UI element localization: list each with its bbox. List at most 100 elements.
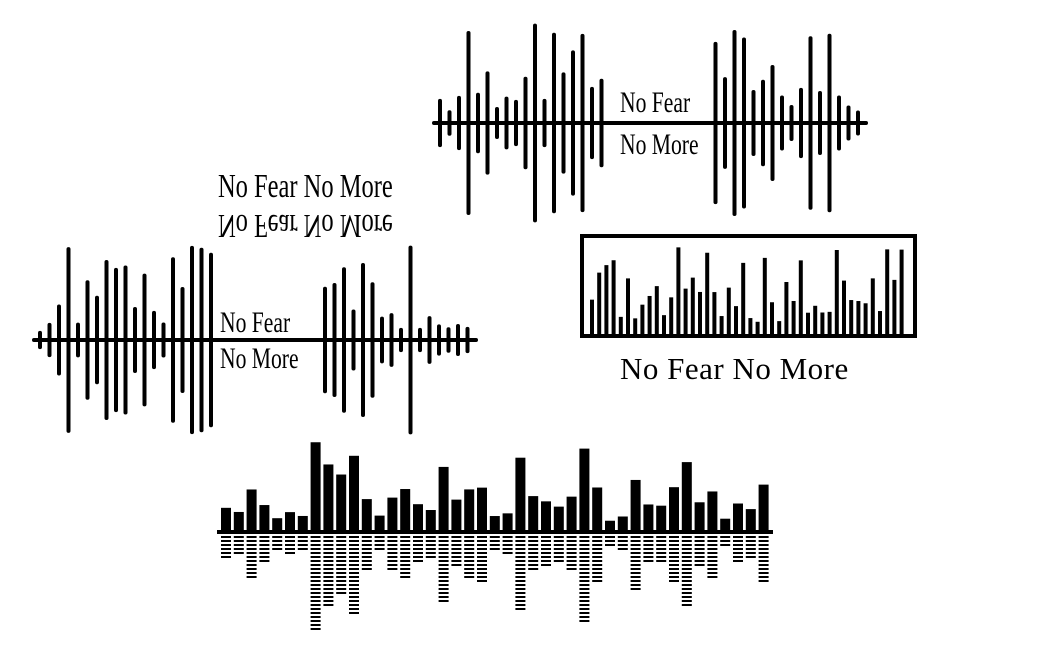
- equalizer-bar: [259, 505, 270, 530]
- equalizer-reflection-stripe: [477, 556, 487, 558]
- equalizer-reflection-stripe: [515, 580, 526, 582]
- equalizer-reflection-stripe: [694, 548, 705, 550]
- equalizer-reflection-stripe: [758, 576, 769, 578]
- equalizer-bar: [630, 479, 641, 530]
- equalizer-reflection-stripe: [387, 556, 398, 558]
- equalizer-reflection-stripe: [349, 552, 359, 554]
- equalizer-reflection-stripe: [221, 536, 231, 538]
- equalizer-reflection-stripe: [413, 536, 423, 538]
- equalizer-reflection-stripe: [579, 620, 590, 622]
- equalizer-reflection-stripe: [310, 580, 321, 582]
- equalizer-reflection-stripe: [669, 560, 679, 562]
- equalizer-reflection-stripe: [310, 576, 321, 578]
- equalizer-reflection-stripe: [349, 544, 359, 546]
- equalizer-reflection-stripe: [617, 544, 628, 546]
- framed-equalizer: [590, 247, 904, 334]
- equalizer-reflection-stripe: [579, 592, 590, 594]
- equalizer-reflection-stripe: [694, 556, 705, 558]
- equalizer-reflection-stripe: [323, 576, 334, 578]
- equalizer-reflection-stripe: [515, 568, 526, 570]
- equalizer-reflection-stripe: [681, 572, 692, 574]
- equalizer-reflection-stripe: [285, 544, 295, 546]
- equalizer-reflection-stripe: [336, 592, 347, 594]
- equalizer-reflection-stripe: [592, 568, 603, 570]
- equalizer-reflection-stripe: [477, 536, 487, 538]
- equalizer-reflection-stripe: [707, 576, 718, 578]
- equalizer-reflection-stripe: [451, 560, 462, 562]
- equalizer-reflection-stripe: [694, 544, 705, 546]
- equalizer-reflection-stripe: [438, 596, 449, 598]
- equalizer-reflection-stripe: [438, 580, 449, 582]
- equalizer-reflection-stripe: [387, 564, 398, 566]
- equalizer-reflection-stripe: [541, 556, 551, 558]
- equalizer-reflection-stripe: [477, 576, 487, 578]
- equalizer-reflection-stripe: [707, 572, 718, 574]
- equalizer-reflection-stripe: [438, 544, 449, 546]
- equalizer-reflection-stripe: [464, 552, 475, 554]
- equalizer-reflection-stripe: [579, 616, 590, 618]
- equalizer-reflection-stripe: [246, 536, 257, 538]
- equalizer-reflection-stripe: [541, 536, 551, 538]
- equalizer-bar: [745, 509, 756, 530]
- equalizer-bar: [707, 491, 718, 530]
- equalizer-reflection-stripe: [233, 544, 244, 546]
- equalizer-bar: [221, 507, 231, 530]
- equalizer-bar: [246, 489, 257, 530]
- equalizer-reflection-stripe: [361, 540, 372, 542]
- equalizer-reflection-stripe: [528, 560, 539, 562]
- equalizer-reflection-stripe: [438, 540, 449, 542]
- equalizer-reflection-stripe: [323, 556, 334, 558]
- equalizer-reflection-stripe: [745, 536, 756, 538]
- equalizer-reflection-stripe: [707, 552, 718, 554]
- equalizer-reflection-stripe: [464, 572, 475, 574]
- equalizer-reflection-stripe: [246, 576, 257, 578]
- equalizer-reflection-stripe: [502, 548, 513, 550]
- equalizer-reflection-stripe: [310, 544, 321, 546]
- equalizer-reflection-stripe: [669, 580, 679, 582]
- equalizer-reflection-stripe: [758, 548, 769, 550]
- equalizer-reflection-stripe: [515, 596, 526, 598]
- equalizer-reflection-stripe: [387, 540, 398, 542]
- equalizer-reflection-stripe: [681, 596, 692, 598]
- equalizer-reflection-stripe: [605, 536, 615, 538]
- equalizer-bar: [310, 442, 321, 530]
- equalizer-reflection-stripe: [310, 584, 321, 586]
- equalizer-reflection-stripe: [515, 600, 526, 602]
- equalizer-reflection-stripe: [630, 536, 641, 538]
- equalizer-reflection-stripe: [310, 604, 321, 606]
- equalizer-reflection-stripe: [579, 572, 590, 574]
- equalizer-reflection-stripe: [413, 548, 423, 550]
- equalizer-reflection-stripe: [272, 540, 283, 542]
- equalizer-reflection-stripe: [285, 552, 295, 554]
- equalizer-reflection-stripe: [541, 548, 551, 550]
- equalizer-reflection-stripe: [758, 572, 769, 574]
- equalizer-reflection-stripe: [400, 548, 411, 550]
- equalizer-reflection-stripe: [592, 548, 603, 550]
- equalizer-reflection-stripe: [310, 560, 321, 562]
- equalizer-reflection-stripe: [246, 560, 257, 562]
- equalizer-reflection-stripe: [413, 544, 423, 546]
- equalizer-reflection-stripe: [592, 540, 603, 542]
- equalizer-reflection-stripe: [361, 536, 372, 538]
- equalizer-reflection-stripe: [246, 540, 257, 542]
- equalizer-reflection-stripe: [579, 580, 590, 582]
- equalizer-reflection-stripe: [336, 564, 347, 566]
- equalizer-reflection-stripe: [425, 556, 436, 558]
- equalizer-reflection-stripe: [733, 544, 743, 546]
- waveform-left: [32, 245, 478, 435]
- equalizer-reflection-stripe: [425, 536, 436, 538]
- equalizer-reflection-stripe: [630, 556, 641, 558]
- equalizer-reflection-stripe: [758, 536, 769, 538]
- equalizer-reflection-stripe: [643, 544, 654, 546]
- equalizer-reflection-stripe: [477, 568, 487, 570]
- equalizer-reflection-stripe: [745, 540, 756, 542]
- equalizer-reflection-stripe: [579, 540, 590, 542]
- equalizer-reflection-stripe: [707, 544, 718, 546]
- equalizer-reflection-stripe: [259, 540, 270, 542]
- equalizer-reflection-stripe: [349, 604, 359, 606]
- wave-left-text-line1: No Fear: [220, 306, 291, 339]
- equalizer-reflection-stripe: [579, 588, 590, 590]
- equalizer-reflection-stripe: [502, 540, 513, 542]
- equalizer-reflection-stripe: [758, 544, 769, 546]
- equalizer-reflection-stripe: [758, 552, 769, 554]
